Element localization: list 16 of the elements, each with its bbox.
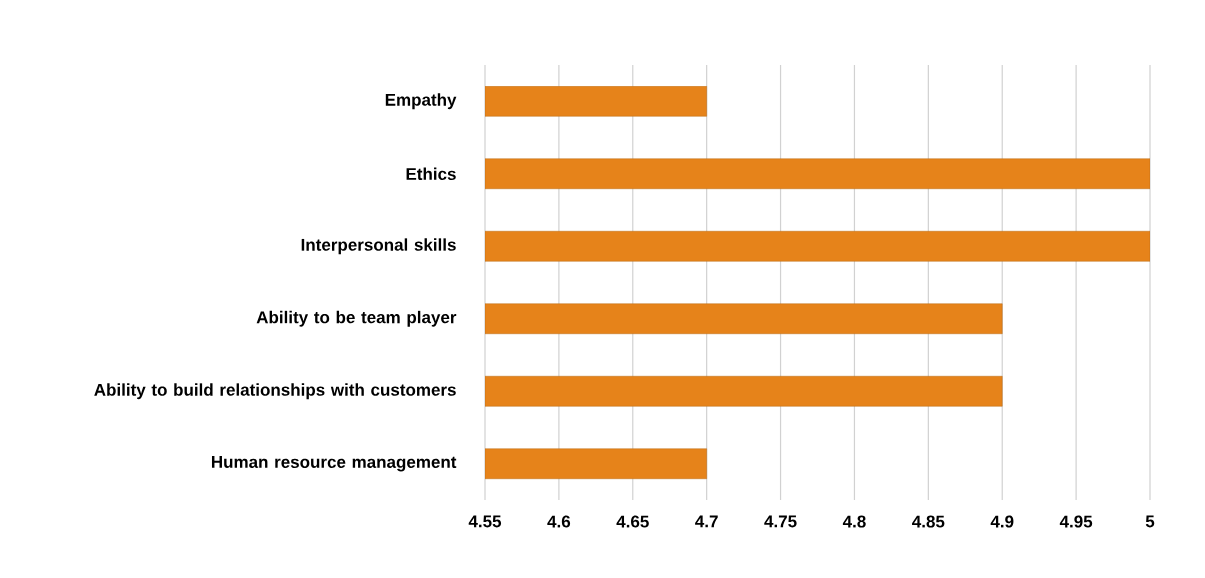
y-tick-label: Human resource management — [211, 456, 457, 472]
x-tick-label: 4.85 — [912, 515, 945, 528]
x-tick-label: 4.6 — [547, 515, 571, 528]
y-tick-label: Ethics — [406, 167, 456, 180]
x-tick-label: 4.8 — [842, 515, 866, 528]
x-tick-label: 4.55 — [468, 515, 502, 528]
x-tick-label: 4.75 — [764, 515, 797, 528]
y-tick-label: Ability to be team player — [256, 310, 457, 327]
y-tick-label: Ability to build relationships with customers — [94, 383, 456, 400]
y-tick-label: Interpersonal skills — [301, 238, 456, 255]
x-tick-label: 4.7 — [695, 515, 718, 528]
y-tick-label: Empathy — [385, 93, 457, 110]
x-tick-label: 4.65 — [616, 515, 649, 528]
x-tick-label: 4.9 — [990, 515, 1014, 528]
x-tick-label: 4.95 — [1059, 515, 1093, 528]
x-tick-label: 5 — [1145, 515, 1155, 528]
